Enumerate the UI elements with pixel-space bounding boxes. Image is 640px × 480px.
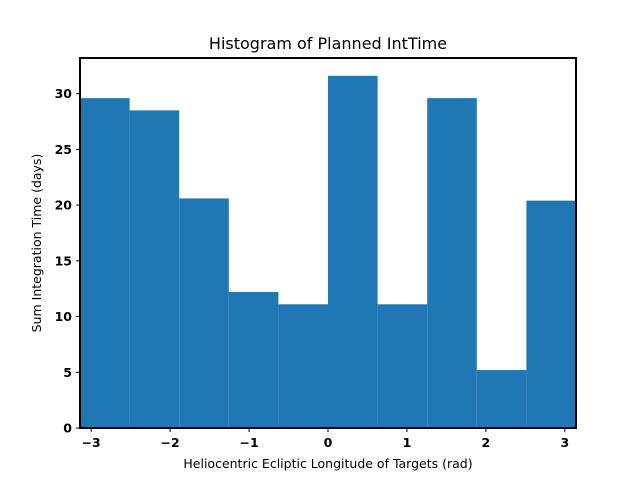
y-tick-label: 0 [63,421,72,436]
x-tick-label: 2 [482,435,491,450]
histogram-bar [179,198,229,428]
x-tick-label: −1 [239,435,258,450]
y-axis-ticks: 0 5 10 15 20 25 30 [55,86,80,436]
histogram-bar [526,200,576,428]
x-axis-label: Heliocentric Ecliptic Longitude of Targe… [183,456,472,471]
y-axis-label: Sum Integration Time (days) [29,154,44,333]
y-tick-label: 20 [55,198,73,213]
histogram-bar [278,304,328,428]
histogram-bar [228,292,279,428]
histogram-bar [80,98,130,428]
y-tick-label: 30 [55,86,73,101]
histogram-bar [377,304,428,428]
histogram-bar [476,370,527,428]
histogram-bar [129,110,180,428]
y-tick-label: 5 [63,365,72,380]
bars-group [80,75,576,428]
y-tick-label: 15 [55,253,72,268]
x-tick-label: 3 [560,435,569,450]
x-tick-label: −2 [161,435,180,450]
histogram-bar [427,98,477,428]
histogram-bar [328,75,378,428]
x-tick-label: −3 [82,435,101,450]
y-tick-label: 10 [55,309,73,324]
x-tick-label: 0 [324,435,333,450]
y-tick-label: 25 [55,142,72,157]
x-axis-ticks: −3 −2 −1 0 1 2 3 [82,428,569,450]
chart-title: Histogram of Planned IntTime [209,34,447,53]
x-tick-label: 1 [403,435,412,450]
